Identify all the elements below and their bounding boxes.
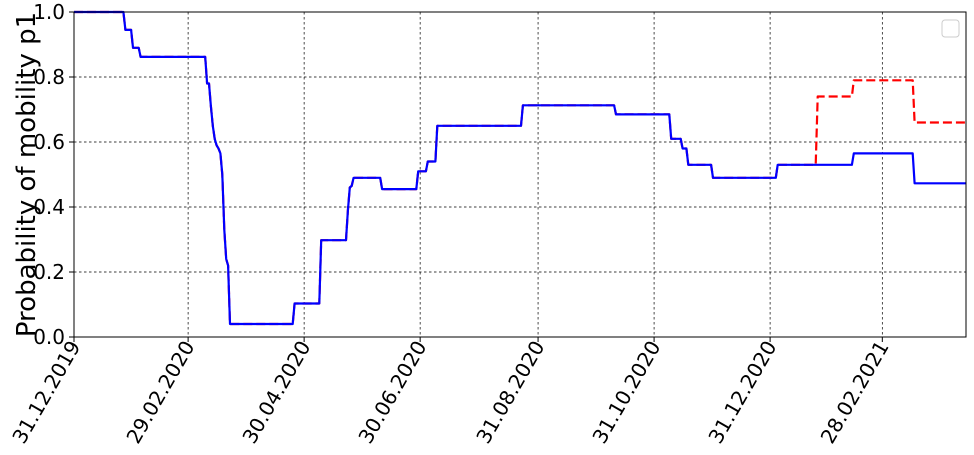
y-axis-title: Probability of mobility p1 [12,12,42,337]
y-tick-label: 1.0 [33,0,65,24]
y-tick-label: 0.4 [33,195,65,219]
y-axis: 0.0 0.2 0.4 0.6 0.8 1.0 [33,0,74,349]
series-group [74,10,966,326]
plot-frame [73,11,967,338]
legend-box [941,19,960,38]
y-tick-label: 0.0 [33,325,65,349]
y-tick-label: 0.8 [33,65,65,89]
y-tick-label: 0.6 [33,130,65,154]
grid [74,12,966,337]
y-tick-label: 0.2 [33,260,65,284]
series-line-2 [74,10,966,326]
